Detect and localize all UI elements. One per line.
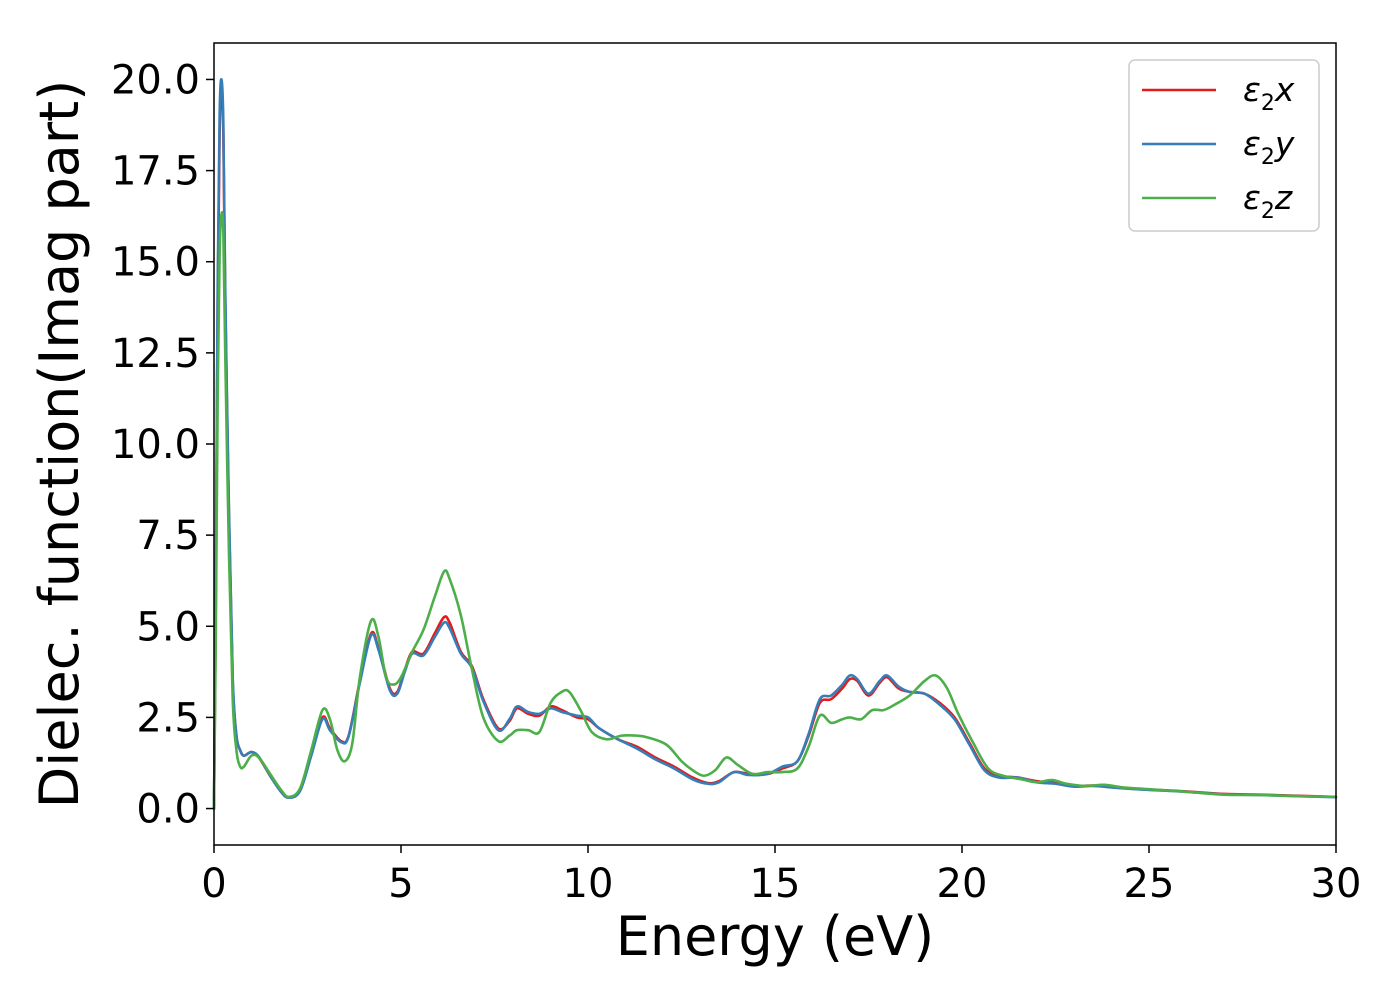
plot-lines xyxy=(212,77,1338,810)
legend: ε2x ε2y ε2z xyxy=(1128,59,1320,232)
legend-label-x: ε2x xyxy=(1243,70,1295,116)
x-tick-label: 15 xyxy=(750,861,801,907)
legend-box xyxy=(1128,59,1320,232)
x-tick-label: 30 xyxy=(1311,861,1362,907)
y-tick-label: 7.5 xyxy=(136,513,200,559)
legend-label-z: ε2z xyxy=(1243,178,1293,224)
x-tick-label: 10 xyxy=(563,861,614,907)
x-axis: 0 5 10 15 20 25 30 xyxy=(201,845,1361,907)
y-tick-label: 15.0 xyxy=(111,240,200,286)
y-tick-label: 20.0 xyxy=(111,57,200,103)
x-tick-label: 0 xyxy=(201,861,226,907)
x-tick-label: 20 xyxy=(937,861,988,907)
y-tick-label: 2.5 xyxy=(136,695,200,741)
y-axis: 0.0 2.5 5.0 7.5 10.0 12.5 15.0 17.5 20.0 xyxy=(111,57,214,833)
y-tick-label: 5.0 xyxy=(136,604,200,650)
x-tick-label: 25 xyxy=(1124,861,1175,907)
series-line-y xyxy=(212,77,1338,810)
x-tick-label: 5 xyxy=(388,861,413,907)
series-line-z xyxy=(212,211,1338,810)
y-tick-label: 0.0 xyxy=(136,787,200,833)
y-axis-label: Dielec. function(Imag part) xyxy=(28,80,91,809)
x-axis-label: Energy (eV) xyxy=(616,905,935,968)
legend-label-y: ε2y xyxy=(1243,124,1295,170)
y-tick-label: 10.0 xyxy=(111,422,200,468)
y-tick-label: 12.5 xyxy=(111,331,200,377)
y-tick-label: 17.5 xyxy=(111,149,200,195)
